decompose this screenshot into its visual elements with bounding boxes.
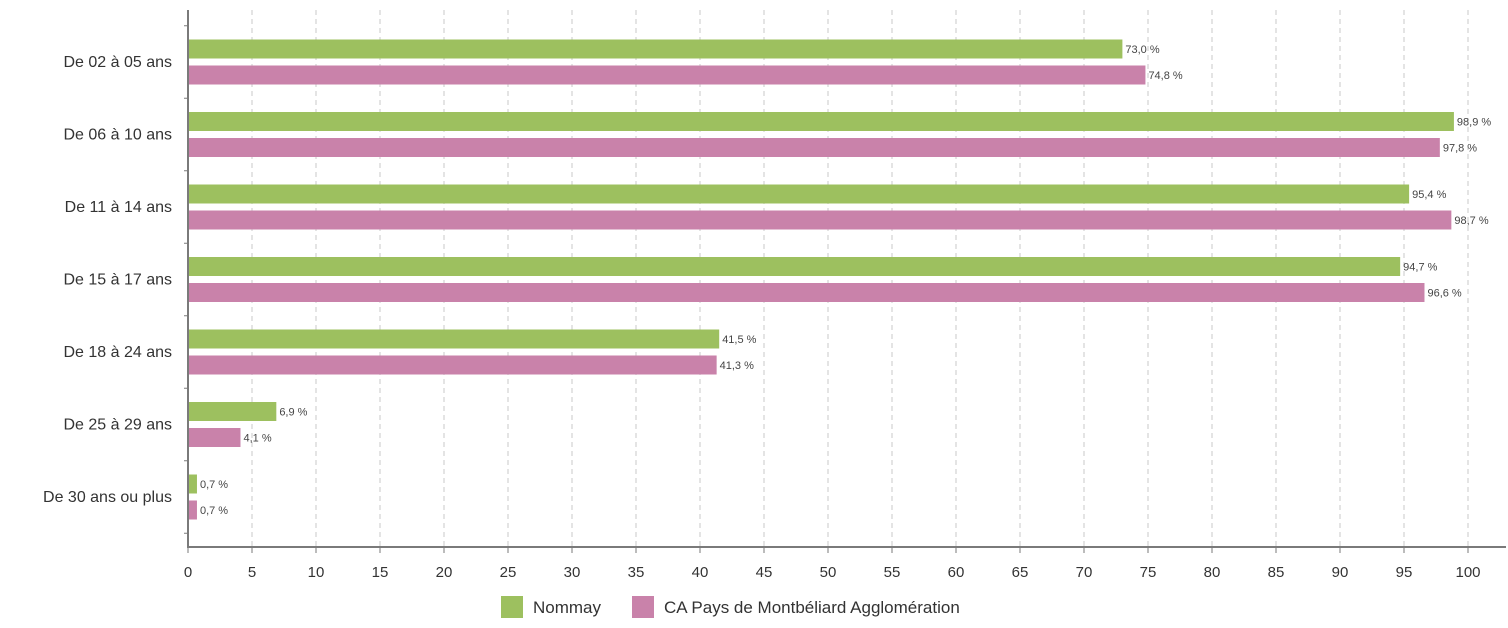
x-tick-label-85: 85: [1268, 564, 1285, 581]
legend-label-nommay: Nommay: [533, 598, 602, 617]
x-tick-label-5: 5: [248, 564, 256, 581]
data-label-ca-pays-de-montbeliard-0: 74,8 %: [1148, 70, 1182, 82]
bar-ca-pays-de-montbeliard-5: [188, 428, 241, 447]
category-label-2: De 11 à 14 ans: [65, 199, 172, 216]
x-tick-label-100: 100: [1455, 564, 1480, 581]
data-label-nommay-1: 98,9 %: [1457, 117, 1491, 129]
category-label-0: De 02 à 05 ans: [63, 54, 172, 71]
data-label-nommay-3: 94,7 %: [1403, 262, 1437, 274]
x-tick-label-50: 50: [820, 564, 837, 581]
x-tick-label-60: 60: [948, 564, 965, 581]
axis-layer: De 02 à 05 ans De 06 à 10 ans De 11 à 14 a…: [43, 10, 1506, 581]
x-tick-label-25: 25: [500, 564, 517, 581]
category-label-1: De 06 à 10 ans: [63, 127, 172, 144]
x-tick-label-75: 75: [1140, 564, 1157, 581]
data-label-ca-pays-de-montbeliard-3: 96,6 %: [1427, 288, 1461, 300]
bar-nommay-6: [188, 474, 197, 494]
bar-ca-pays-de-montbeliard-6: [188, 500, 197, 520]
legend: Nommay CA Pays de Montbéliard Agglomérati…: [501, 596, 960, 618]
data-label-ca-pays-de-montbeliard-6: 0,7 %: [200, 505, 228, 517]
bar-nommay-5: [188, 402, 277, 421]
x-tick-label-70: 70: [1076, 564, 1093, 581]
x-tick-label-90: 90: [1332, 564, 1349, 581]
category-label-6: De 30 ans ou plus: [43, 489, 172, 506]
bar-nommay-2: [188, 184, 1410, 204]
bar-nommay-3: [188, 257, 1401, 276]
x-tick-label-0: 0: [184, 564, 192, 581]
category-label-4: De 18 à 24 ans: [63, 344, 172, 361]
bar-ca-pays-de-montbeliard-0: [188, 65, 1146, 85]
x-tick-label-10: 10: [308, 564, 325, 581]
bar-nommay-1: [188, 112, 1454, 131]
category-label-5: De 25 à 29 ans: [63, 417, 172, 434]
bar-ca-pays-de-montbeliard-3: [188, 283, 1425, 302]
bar-ca-pays-de-montbeliard-4: [188, 355, 717, 375]
legend-label-ca-pays-de-montbeliard: CA Pays de Montbéliard Agglomération: [664, 598, 960, 617]
legend-swatch-ca-pays-de-montbeliard: [632, 596, 654, 618]
bars-layer: 73,0 % 74,8 % 98,9 % 97,8 % 95,4 % 98,7 % 94,7…: [188, 39, 1491, 520]
x-tick-label-35: 35: [628, 564, 645, 581]
bar-ca-pays-de-montbeliard-2: [188, 210, 1452, 230]
x-tick-label-55: 55: [884, 564, 901, 581]
bar-ca-pays-de-montbeliard-1: [188, 138, 1440, 157]
bar-nommay-0: [188, 39, 1123, 59]
x-tick-label-80: 80: [1204, 564, 1221, 581]
x-tick-label-30: 30: [564, 564, 581, 581]
data-label-nommay-4: 41,5 %: [722, 334, 756, 346]
x-tick-label-65: 65: [1012, 564, 1029, 581]
x-tick-label-45: 45: [756, 564, 773, 581]
data-label-nommay-6: 0,7 %: [200, 479, 228, 491]
x-tick-label-40: 40: [692, 564, 709, 581]
x-tick-label-20: 20: [436, 564, 453, 581]
bar-nommay-4: [188, 329, 720, 349]
data-label-ca-pays-de-montbeliard-2: 98,7 %: [1454, 215, 1488, 227]
data-label-ca-pays-de-montbeliard-4: 41,3 %: [720, 360, 754, 372]
x-tick-label-15: 15: [372, 564, 389, 581]
grid-layer: [251, 10, 1469, 547]
data-label-nommay-0: 73,0 %: [1125, 44, 1159, 56]
x-tick-label-95: 95: [1396, 564, 1413, 581]
category-label-3: De 15 à 17 ans: [63, 272, 172, 289]
data-label-ca-pays-de-montbeliard-1: 97,8 %: [1443, 143, 1477, 155]
data-label-ca-pays-de-montbeliard-5: 4,1 %: [243, 433, 271, 445]
data-label-nommay-2: 95,4 %: [1412, 189, 1446, 201]
legend-swatch-nommay: [501, 596, 523, 618]
data-label-nommay-5: 6,9 %: [279, 407, 307, 419]
